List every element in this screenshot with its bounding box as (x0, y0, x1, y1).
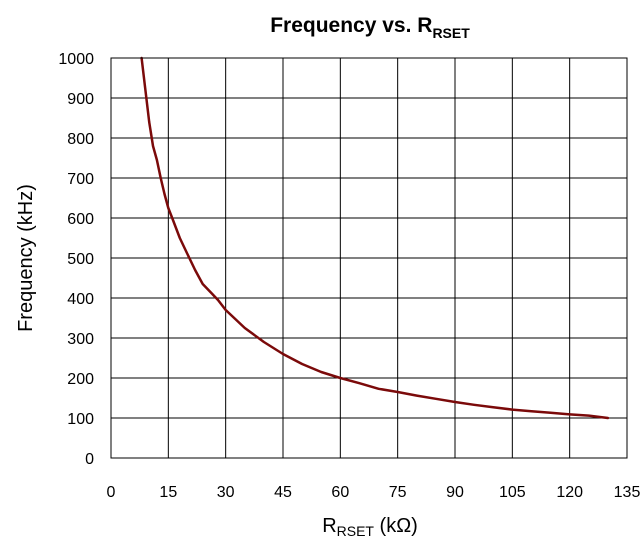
y-tick-label: 0 (85, 451, 94, 468)
plot-frame (110, 57, 628, 459)
x-tick-label: 135 (614, 484, 641, 501)
y-tick-label: 200 (67, 371, 94, 388)
x-tick-label: 0 (107, 484, 116, 501)
y-tick-labels: 0 100 200 300 400 500 600 700 800 900 1000 (58, 51, 94, 468)
y-tick-label: 800 (67, 131, 94, 148)
x-axis-label-unit: (kΩ) (374, 515, 418, 537)
x-tick-label: 75 (389, 484, 407, 501)
y-tick-label: 1000 (58, 51, 94, 68)
x-axis-label: RRSET (kΩ) (322, 515, 418, 539)
chart-title-sub: RSET (432, 25, 470, 41)
y-tick-label: 100 (67, 411, 94, 428)
y-tick-label: 900 (67, 91, 94, 108)
x-tick-label: 120 (556, 484, 583, 501)
chart-title-main: Frequency vs. R (270, 14, 432, 37)
x-axis-label-sub: RSET (337, 523, 375, 539)
y-tick-label: 600 (67, 211, 94, 228)
x-tick-label: 60 (331, 484, 349, 501)
y-tick-label: 500 (67, 251, 94, 268)
y-tick-label: 300 (67, 331, 94, 348)
x-tick-label: 90 (446, 484, 464, 501)
x-tick-label: 105 (499, 484, 526, 501)
x-tick-label: 45 (274, 484, 292, 501)
x-tick-labels: 0 15 30 45 60 75 90 105 120 135 (107, 484, 641, 501)
y-tick-label: 700 (67, 171, 94, 188)
y-tick-label: 400 (67, 291, 94, 308)
x-tick-label: 30 (217, 484, 235, 501)
chart-title: Frequency vs. RRSET (270, 14, 470, 41)
x-axis-label-main: R (322, 515, 336, 537)
frequency-curve (140, 56, 610, 420)
y-axis-label: Frequency (kHz) (15, 184, 37, 332)
x-tick-label: 15 (159, 484, 177, 501)
